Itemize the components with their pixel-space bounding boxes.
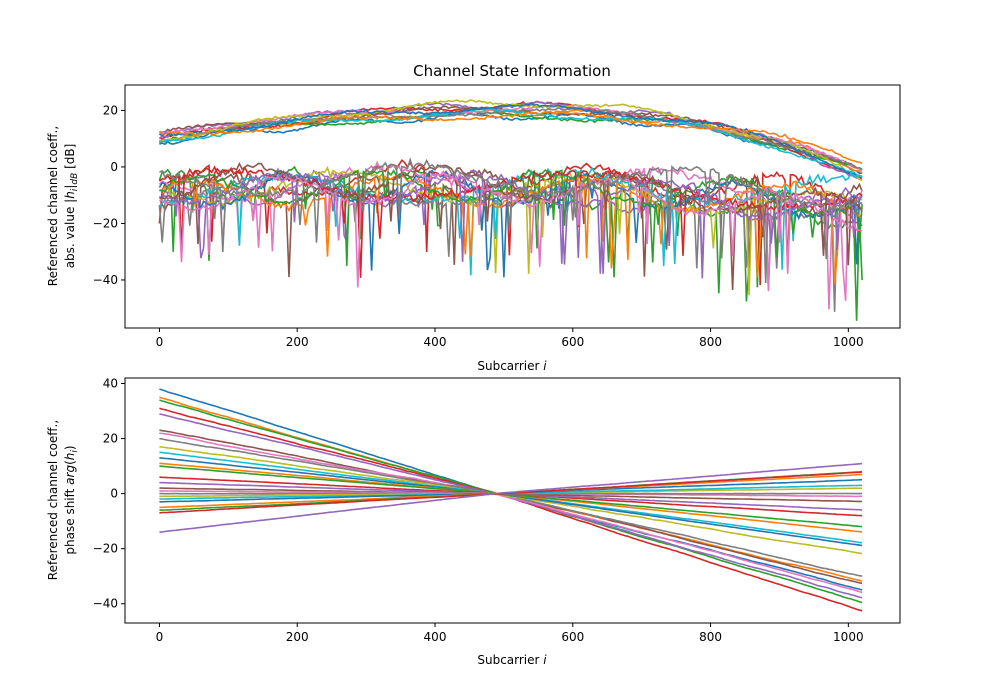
- amplitude-series-line: [159, 157, 863, 284]
- amplitude-series-line: [158, 110, 863, 165]
- phase-series-line: [159, 473, 863, 509]
- phase-series-line: [159, 432, 863, 594]
- y-tick-label: 20: [103, 103, 118, 117]
- y-tick-label: 20: [103, 432, 118, 446]
- amplitude-plot: 0 200 400 600 800 1000 −40 −20 0 20 Subcarrier i…: [46, 84, 901, 373]
- phase-series-line: [159, 457, 863, 547]
- x-tick-label: 600: [561, 335, 584, 349]
- x-tick-label: 1000: [833, 630, 864, 644]
- x-tick-label: 400: [424, 630, 447, 644]
- x-tick-label: 0: [156, 630, 164, 644]
- amplitude-plot-frame: [124, 84, 901, 329]
- x-tick-label: 0: [156, 335, 164, 349]
- x-tick-label: 800: [699, 630, 722, 644]
- amplitude-plot-xlabel: Subcarrier i: [477, 359, 547, 373]
- amplitude-series-line: [159, 102, 863, 178]
- y-tick-label: −20: [93, 542, 118, 556]
- y-tick-label: −20: [93, 216, 118, 230]
- phase-plot-ylabel: Referenced channel coeff.,: [46, 420, 60, 580]
- phase-plot: 0 200 400 600 800 1000 −40 −20 0 20 40 Subcarrier…: [46, 377, 901, 667]
- x-tick-label: 800: [699, 335, 722, 349]
- amplitude-plot-ylabel: Referenced channel coeff.,: [46, 126, 60, 286]
- x-tick-label: 200: [286, 630, 309, 644]
- x-tick-label: 200: [286, 335, 309, 349]
- x-tick-label: 1000: [833, 335, 864, 349]
- x-tick-label: 400: [424, 335, 447, 349]
- phase-series-line: [159, 462, 863, 533]
- amplitude-series-line: [159, 169, 863, 266]
- amplitude-series-line: [159, 161, 863, 291]
- y-tick-label: 40: [103, 377, 118, 391]
- amplitude-plot-ylabel-2: abs. value |hi|dB [dB]: [63, 144, 80, 269]
- phase-plot-frame: [124, 377, 901, 624]
- y-tick-label: −40: [93, 597, 118, 611]
- phase-series-line: [159, 399, 863, 604]
- y-tick-label: −40: [93, 273, 118, 287]
- x-tick-label: 600: [561, 630, 584, 644]
- y-tick-label: 0: [110, 160, 118, 174]
- phase-plot-ylabel-2: phase shift arg(hi): [63, 445, 80, 554]
- amplitude-series-line: [159, 165, 863, 296]
- chart-title: Channel State Information: [413, 62, 611, 80]
- y-tick-label: 0: [110, 487, 118, 501]
- phase-series-line: [159, 446, 863, 555]
- phase-plot-xlabel: Subcarrier i: [477, 653, 547, 667]
